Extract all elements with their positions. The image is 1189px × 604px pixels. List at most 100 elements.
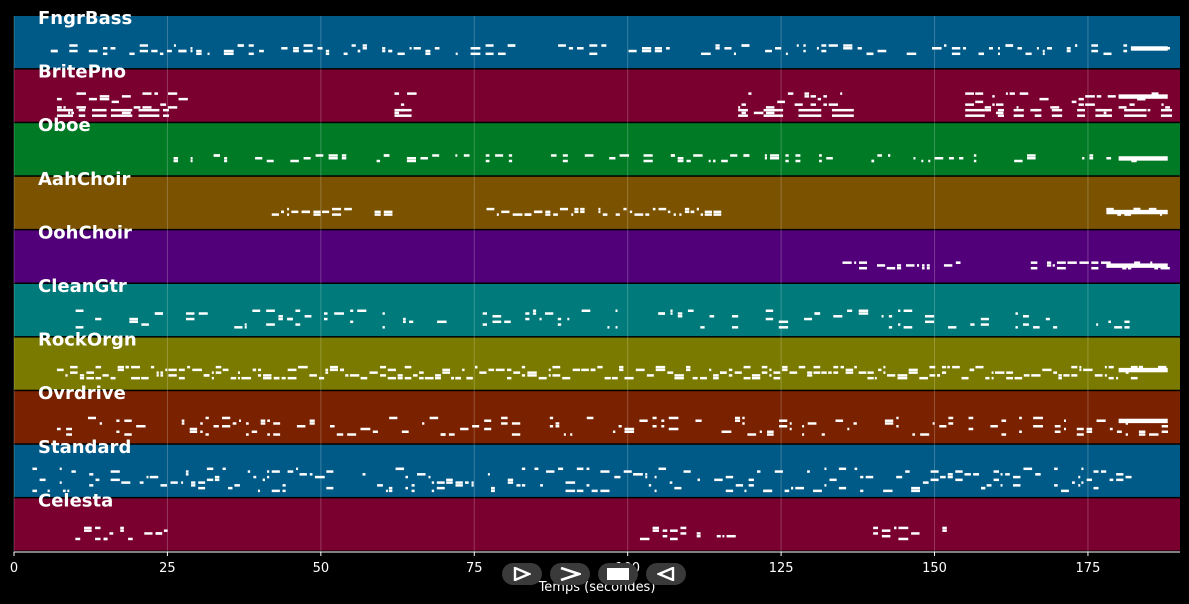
note	[1089, 154, 1094, 157]
note	[607, 326, 610, 329]
note	[303, 157, 311, 160]
note	[492, 315, 502, 318]
note	[110, 478, 120, 482]
note	[913, 157, 916, 160]
note	[1124, 320, 1130, 324]
note	[32, 467, 37, 471]
note	[1030, 266, 1038, 270]
next-button[interactable]	[550, 563, 590, 585]
note	[1023, 315, 1029, 318]
note	[784, 489, 790, 493]
note	[581, 309, 591, 313]
note	[404, 376, 412, 380]
note	[965, 108, 985, 112]
note	[213, 154, 220, 157]
note	[911, 532, 920, 535]
note	[715, 44, 720, 47]
note	[1076, 433, 1084, 436]
note	[1058, 376, 1062, 380]
note	[534, 210, 543, 214]
note	[117, 368, 124, 372]
note	[186, 317, 195, 321]
note	[894, 526, 897, 530]
note	[641, 47, 652, 50]
note	[704, 213, 712, 216]
track-band-celesta	[14, 498, 1180, 551]
note	[387, 376, 396, 380]
note	[677, 159, 684, 163]
note	[259, 49, 264, 53]
track-label-celesta: Celesta	[38, 490, 113, 511]
note	[549, 425, 554, 428]
note	[584, 154, 594, 157]
track-band-rockorgn	[14, 337, 1180, 390]
note	[160, 484, 168, 487]
note	[941, 371, 947, 374]
note	[716, 534, 721, 538]
note	[731, 326, 739, 329]
note	[506, 376, 512, 380]
note	[828, 371, 832, 374]
note	[485, 154, 490, 157]
note	[1023, 323, 1029, 326]
stop-button[interactable]	[598, 563, 638, 585]
note	[658, 467, 667, 471]
note	[479, 371, 487, 374]
play-icon	[513, 567, 531, 581]
note	[110, 114, 133, 117]
rewind-button[interactable]	[646, 563, 686, 585]
note	[271, 470, 280, 473]
note	[291, 210, 299, 214]
note	[160, 374, 164, 377]
play-button[interactable]	[502, 563, 542, 585]
note	[680, 532, 687, 535]
note	[821, 433, 825, 436]
note	[431, 489, 435, 493]
note	[980, 323, 989, 326]
note	[619, 368, 624, 372]
note	[789, 427, 792, 431]
note	[222, 416, 231, 420]
note	[926, 266, 930, 270]
track-band-cleangtr	[14, 284, 1180, 337]
note	[395, 467, 405, 471]
note	[713, 376, 719, 380]
note	[559, 207, 569, 211]
note	[695, 419, 702, 422]
note	[802, 425, 805, 428]
note	[173, 44, 176, 47]
note	[211, 371, 214, 374]
note	[67, 489, 70, 493]
note	[1095, 114, 1112, 117]
note	[713, 374, 719, 377]
note	[223, 49, 234, 53]
note	[293, 47, 299, 50]
note	[448, 433, 455, 436]
note	[871, 159, 875, 163]
note	[814, 312, 821, 315]
note	[241, 376, 252, 380]
note	[1006, 371, 1013, 374]
note	[1109, 427, 1113, 431]
note	[1056, 266, 1066, 270]
note	[263, 376, 272, 380]
note	[282, 484, 286, 487]
note	[787, 92, 794, 95]
note	[854, 261, 857, 264]
note	[1017, 47, 1022, 50]
note	[282, 489, 286, 493]
note	[948, 326, 957, 329]
note	[748, 484, 754, 487]
note	[86, 376, 94, 380]
note	[501, 422, 508, 425]
note	[704, 210, 712, 214]
note	[845, 368, 854, 372]
note	[684, 207, 690, 211]
note	[287, 376, 297, 380]
note	[1014, 159, 1023, 163]
note	[248, 52, 254, 56]
note	[840, 92, 843, 95]
note	[512, 213, 523, 216]
note	[273, 376, 280, 380]
note	[1053, 326, 1058, 329]
